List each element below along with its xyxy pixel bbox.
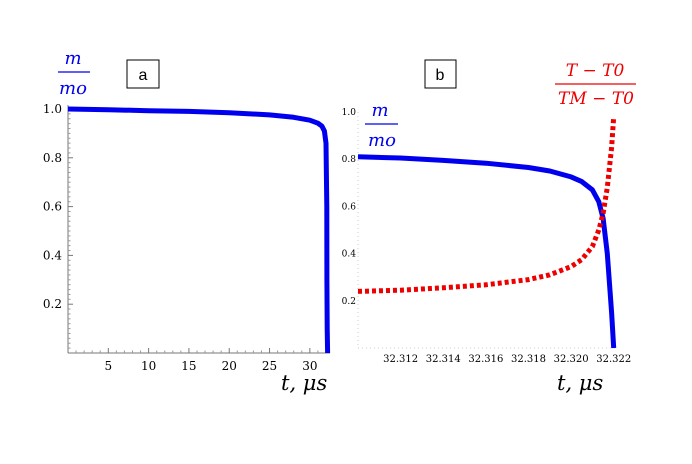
panel-b-y-tick-label: 1.0 — [342, 108, 357, 118]
panel-a-x-tick-label: 25 — [262, 359, 277, 373]
panel-a-y-tick-label: 0.4 — [43, 248, 62, 262]
panel-a-label: a — [139, 67, 148, 84]
panel-a-x-tick-label: 15 — [181, 359, 196, 373]
panel-a-x-tick-label: 20 — [222, 359, 237, 373]
panel-a-xlabel: t, μs — [281, 371, 327, 395]
panel-b-ylabel-denominator: mo — [368, 130, 396, 151]
panel-a-ticks: 5 10 15 20 25 30 0.2 0.4 0.6 0.8 1.0 — [43, 102, 327, 373]
panel-b-x-tick-label: 32.318 — [511, 354, 546, 365]
panel-b-y-tick-label: 0.4 — [342, 250, 357, 260]
panel-b: b m mo T − T0 TM − T0 32.312 32.314 32.316… — [342, 59, 636, 395]
panel-a: a m mo 5 10 15 20 25 30 0.2 0.4 0.6 0.8 1.0 t, μs — [43, 48, 331, 395]
panel-b-annotation-numerator: T − T0 — [566, 61, 625, 81]
panel-b-y-tick-label: 0.6 — [342, 202, 357, 212]
panel-a-series-mass — [67, 106, 331, 354]
panel-a-x-tick-label: 5 — [104, 359, 112, 373]
panel-b-ticks: 32.312 32.314 32.316 32.318 32.320 32.322 0.2 0… — [342, 108, 632, 365]
panel-a-y-tick-label: 0.8 — [43, 151, 62, 165]
panel-b-x-tick-label: 32.320 — [554, 354, 589, 365]
panel-a-ylabel-denominator: mo — [59, 78, 87, 99]
panel-b-ylabel-numerator: m — [371, 100, 388, 121]
panel-b-x-tick-label: 32.314 — [426, 354, 461, 365]
panel-b-xlabel: t, μs — [557, 371, 603, 395]
panel-a-x-tick-label: 10 — [141, 359, 156, 373]
panel-a-x-tick-label: 30 — [302, 359, 317, 373]
panel-a-y-tick-label: 1.0 — [43, 102, 62, 116]
panel-b-series-temperature — [357, 116, 617, 294]
panel-a-y-tick-label: 0.2 — [43, 297, 62, 311]
panel-b-x-tick-label: 32.312 — [383, 354, 418, 365]
panel-b-label: b — [436, 67, 445, 84]
panel-b-label-box — [424, 59, 457, 89]
panel-b-annotation-denominator: TM − T0 — [558, 89, 634, 109]
panel-b-x-tick-label: 32.322 — [596, 354, 631, 365]
panel-b-y-tick-label: 0.8 — [342, 155, 357, 165]
panel-b-y-tick-label: 0.2 — [342, 297, 356, 307]
panel-a-label-box — [126, 59, 160, 89]
panel-a-ylabel-numerator: m — [64, 48, 81, 69]
panel-b-x-tick-label: 32.316 — [468, 354, 503, 365]
panel-a-y-tick-label: 0.6 — [43, 200, 62, 214]
panel-b-series-mass — [357, 154, 617, 349]
